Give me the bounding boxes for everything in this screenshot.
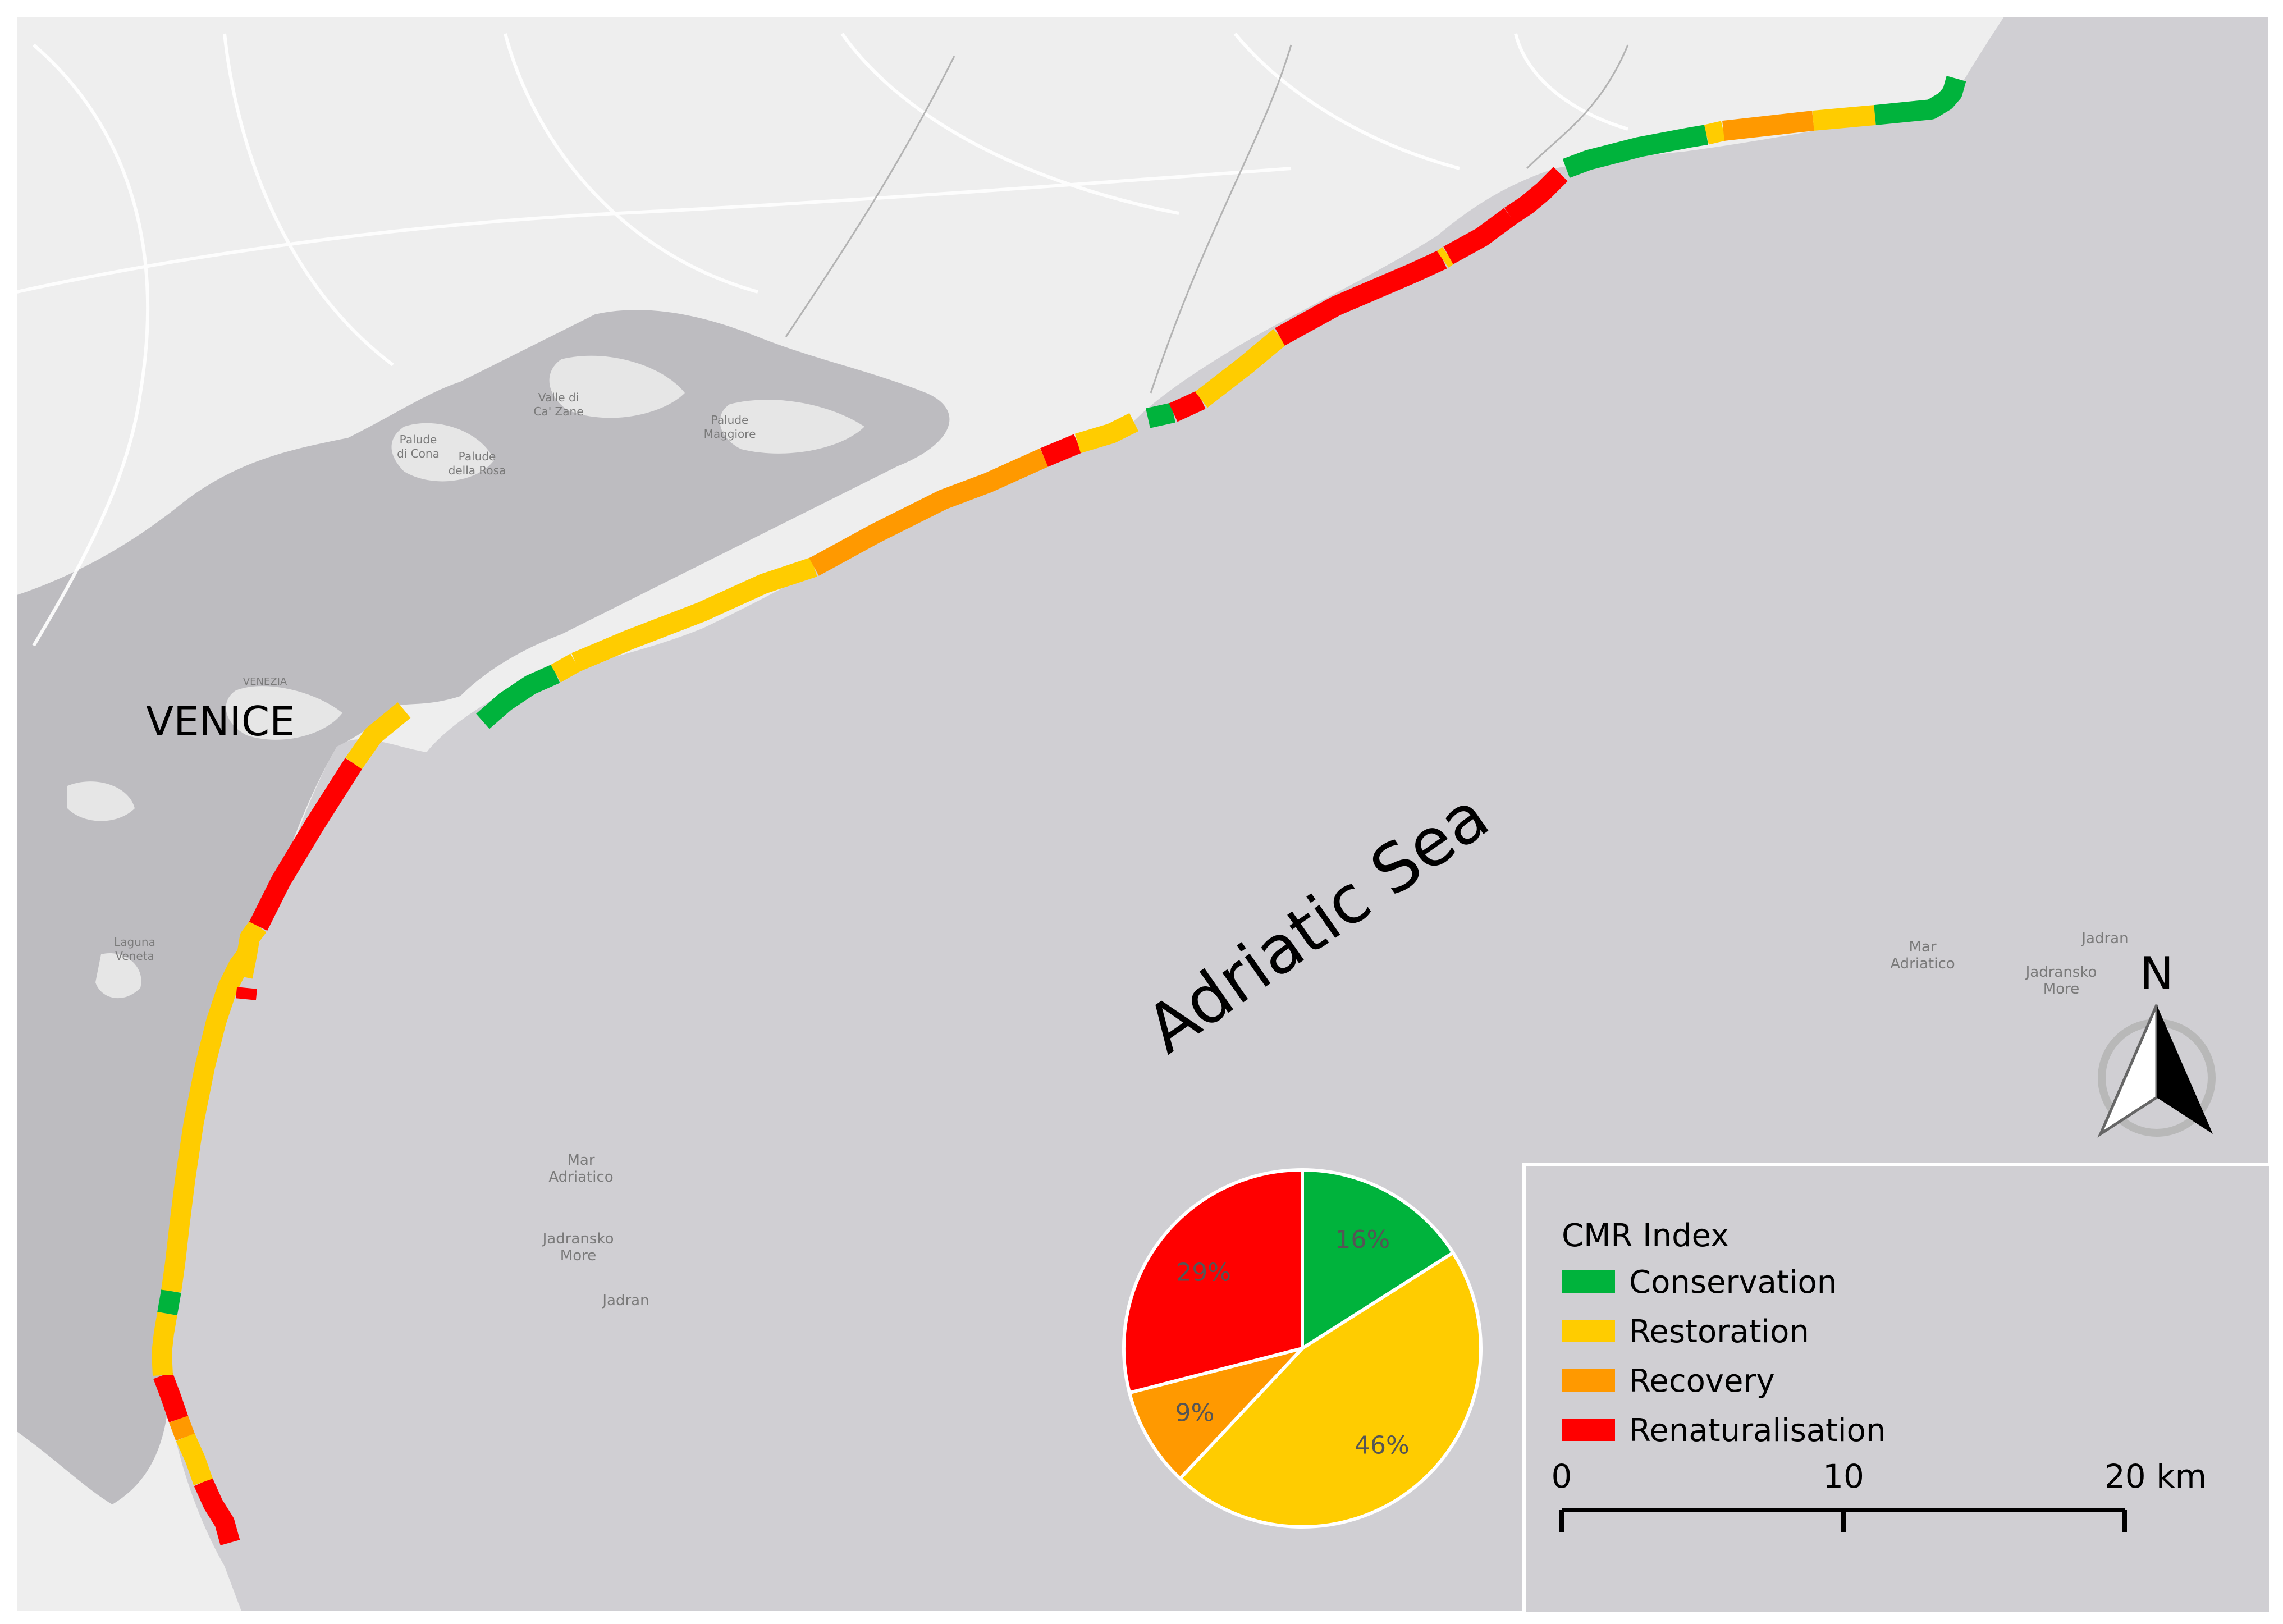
coast-segment-restoration bbox=[152, 1311, 177, 1376]
place-label: Adriatico bbox=[548, 1169, 613, 1186]
place-label: Maggiore bbox=[704, 427, 756, 441]
coast-segment-restoration bbox=[571, 557, 817, 672]
legend-label-restoration: Restoration bbox=[1629, 1314, 1809, 1350]
scale-label-10: 10 bbox=[1823, 1457, 1864, 1495]
place-label: More bbox=[560, 1247, 596, 1264]
coast-segment-renaturalisation bbox=[249, 758, 363, 931]
cmr-pie-chart: 16% 46% 9% 29% bbox=[1122, 1168, 1483, 1529]
coast-segment-conservation bbox=[1562, 125, 1708, 178]
coast-segment-renaturalisation bbox=[153, 1371, 189, 1422]
coast-segment-renaturalisation bbox=[1443, 208, 1516, 264]
scale-label-20km: 20 km bbox=[2104, 1457, 2207, 1495]
legend-label-recovery: Recovery bbox=[1629, 1363, 1775, 1399]
pie-label-recovery: 9% bbox=[1175, 1398, 1214, 1427]
coast-segment-restoration bbox=[1195, 329, 1287, 408]
pie-slice-restoration bbox=[1178, 1250, 1483, 1529]
coast-segment-conservation bbox=[157, 1289, 181, 1316]
coast-segment-restoration bbox=[232, 920, 267, 979]
place-label: di Cona bbox=[397, 447, 440, 460]
coast-segment-recovery bbox=[1722, 111, 1815, 141]
legend-label-conservation: Conservation bbox=[1629, 1264, 1837, 1301]
pie-label-conservation: 16% bbox=[1335, 1225, 1390, 1254]
legend-swatch-conservation bbox=[1562, 1270, 1615, 1293]
coast-segment-restoration bbox=[161, 948, 255, 1293]
place-label: Laguna bbox=[114, 935, 155, 949]
place-label: Ca' Zane bbox=[533, 405, 583, 418]
legend-swatch-renaturalisation bbox=[1562, 1419, 1615, 1441]
legend-box bbox=[1522, 1163, 2272, 1616]
coast-segment-recovery bbox=[809, 448, 1049, 576]
coast-segment-restoration bbox=[1074, 413, 1139, 454]
north-label: N bbox=[2140, 948, 2174, 1000]
legend-label-renaturalisation: Renaturalisation bbox=[1629, 1412, 1886, 1449]
place-label: VENEZIA bbox=[243, 676, 287, 688]
coast-segment-conservation bbox=[1146, 402, 1175, 428]
coast-segment-recovery bbox=[169, 1415, 195, 1441]
place-label: Mar bbox=[567, 1152, 594, 1169]
pie-label-restoration: 46% bbox=[1355, 1431, 1410, 1460]
place-label: Jadransko bbox=[2025, 964, 2097, 981]
coast-segment-conservation bbox=[476, 664, 560, 729]
north-arrow-right-half bbox=[2157, 1005, 2213, 1134]
legend-title: CMR Index bbox=[1562, 1218, 1729, 1254]
legend-items: Conservation Restoration Recovery Renatural… bbox=[1562, 1264, 1886, 1449]
place-label: Palude bbox=[400, 433, 437, 446]
road-network bbox=[16, 33, 1628, 647]
scale-label-0: 0 bbox=[1552, 1457, 1572, 1495]
legend-panel: CMR Index Conservation Restoration Recover… bbox=[1522, 1163, 2272, 1616]
coast-segment-renaturalisation bbox=[194, 1477, 240, 1545]
place-label: Mar bbox=[1909, 939, 1936, 955]
coast-segment-renaturalisation bbox=[1040, 434, 1082, 467]
lagoon-islands bbox=[67, 355, 864, 999]
coast-segment-restoration bbox=[176, 1433, 213, 1485]
place-label: Jadransko bbox=[542, 1230, 614, 1247]
legend-swatch-recovery bbox=[1562, 1369, 1615, 1392]
coast-segment-restoration bbox=[345, 702, 411, 770]
coast-segment-restoration bbox=[1812, 105, 1876, 131]
legend-swatch-restoration bbox=[1562, 1320, 1615, 1342]
scale-bar-line bbox=[1559, 1508, 2127, 1532]
coast-segment-renaturalisation bbox=[1275, 250, 1447, 346]
place-label: Palude bbox=[459, 450, 496, 463]
scale-bar: 0 10 20 km bbox=[1552, 1457, 2207, 1532]
place-labels: MarAdriaticoJadranskoMoreJadranMarAdriat… bbox=[114, 391, 2128, 1309]
coast-segment-restoration bbox=[551, 653, 580, 683]
coast-segment-restoration bbox=[1704, 121, 1726, 145]
pie-label-renaturalisation: 29% bbox=[1176, 1259, 1231, 1287]
coast-segment-renaturalisation bbox=[236, 987, 257, 1000]
place-label: Palude bbox=[711, 413, 749, 427]
place-label: Adriatico bbox=[1890, 955, 1955, 972]
pie-slice-recovery bbox=[1127, 1345, 1308, 1481]
coast-segment-renaturalisation bbox=[1504, 167, 1568, 225]
lagoon-area bbox=[17, 310, 950, 1505]
place-label: Veneta bbox=[115, 949, 154, 963]
coast-segment-renaturalisation bbox=[1169, 390, 1206, 422]
river-lines bbox=[785, 44, 1629, 394]
coast-segment-restoration bbox=[1436, 247, 1454, 268]
coastline-segments bbox=[152, 76, 1966, 1545]
city-label: VENICE bbox=[146, 698, 295, 745]
place-label: Jadran bbox=[2080, 930, 2128, 947]
coast-segment-conservation bbox=[1874, 76, 1966, 125]
place-label: More bbox=[2043, 981, 2079, 998]
pie-slice-renaturalisation bbox=[1122, 1168, 1304, 1395]
place-label: della Rosa bbox=[449, 464, 506, 477]
pie-slice-conservation bbox=[1301, 1168, 1456, 1352]
place-label: Valle di bbox=[538, 391, 579, 404]
north-arrow: N bbox=[2097, 948, 2216, 1138]
place-label: Jadran bbox=[601, 1292, 649, 1309]
